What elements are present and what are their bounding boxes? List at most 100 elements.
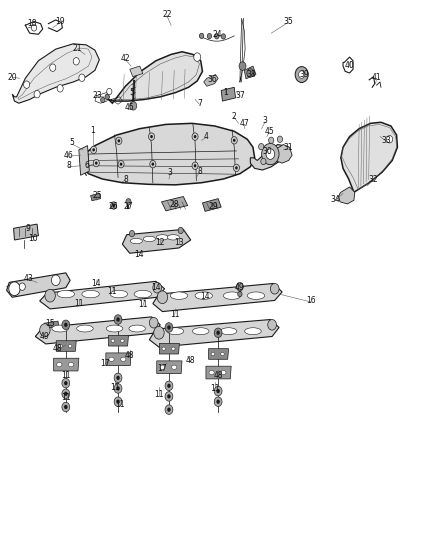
Ellipse shape: [120, 339, 124, 342]
Ellipse shape: [52, 325, 68, 332]
Text: 11: 11: [61, 393, 71, 402]
Text: 48: 48: [125, 351, 134, 360]
Polygon shape: [35, 317, 160, 344]
Text: 17: 17: [158, 364, 167, 373]
Polygon shape: [339, 187, 355, 204]
Circle shape: [167, 408, 171, 412]
Text: 8: 8: [67, 161, 71, 170]
Circle shape: [150, 160, 156, 168]
Circle shape: [214, 386, 222, 396]
Circle shape: [165, 381, 173, 391]
Circle shape: [118, 160, 124, 168]
Text: 38: 38: [246, 70, 256, 79]
Circle shape: [117, 139, 120, 142]
Circle shape: [238, 292, 242, 297]
Text: 49: 49: [235, 283, 245, 292]
Circle shape: [116, 386, 120, 391]
Polygon shape: [81, 123, 254, 185]
Circle shape: [79, 74, 85, 82]
Text: 3: 3: [168, 168, 173, 177]
Text: 47: 47: [240, 119, 249, 128]
Text: 2: 2: [232, 112, 237, 121]
Polygon shape: [130, 66, 143, 77]
Circle shape: [64, 322, 67, 327]
Circle shape: [149, 317, 158, 328]
Circle shape: [261, 143, 279, 165]
Circle shape: [167, 384, 171, 388]
Text: 5: 5: [130, 88, 134, 97]
Circle shape: [152, 163, 154, 166]
Ellipse shape: [195, 292, 212, 300]
Ellipse shape: [245, 328, 261, 335]
Circle shape: [64, 381, 67, 385]
Circle shape: [64, 392, 67, 396]
Text: 14: 14: [134, 251, 144, 260]
Circle shape: [299, 71, 305, 78]
Circle shape: [261, 158, 266, 165]
Ellipse shape: [192, 328, 209, 335]
Circle shape: [107, 88, 112, 95]
Text: 11: 11: [111, 383, 120, 392]
Circle shape: [268, 137, 274, 143]
Text: 3: 3: [263, 116, 268, 125]
Circle shape: [114, 384, 122, 393]
Ellipse shape: [247, 292, 265, 300]
Text: 26: 26: [109, 201, 119, 211]
Circle shape: [239, 62, 246, 70]
Circle shape: [233, 164, 240, 172]
Text: 11: 11: [61, 370, 71, 379]
Circle shape: [116, 137, 122, 144]
Text: 48: 48: [52, 344, 62, 353]
Text: 1: 1: [90, 126, 95, 135]
Text: 27: 27: [124, 201, 133, 211]
Text: 17: 17: [100, 359, 110, 367]
Polygon shape: [14, 224, 39, 240]
Ellipse shape: [211, 352, 215, 356]
Text: 36: 36: [208, 75, 217, 84]
Circle shape: [113, 204, 115, 207]
Circle shape: [93, 159, 99, 167]
Circle shape: [192, 133, 198, 140]
Circle shape: [235, 166, 238, 169]
Circle shape: [91, 146, 97, 154]
Circle shape: [95, 161, 98, 165]
Polygon shape: [162, 197, 187, 211]
Text: 14: 14: [200, 292, 210, 301]
Text: 41: 41: [372, 72, 381, 82]
Polygon shape: [122, 229, 191, 253]
Circle shape: [92, 148, 95, 151]
Text: 30: 30: [263, 147, 272, 156]
Text: 29: 29: [209, 202, 219, 211]
Text: 15: 15: [45, 319, 55, 328]
Text: 48: 48: [213, 370, 223, 379]
Text: 6: 6: [85, 161, 89, 170]
Circle shape: [116, 317, 120, 321]
Circle shape: [167, 394, 171, 399]
Ellipse shape: [77, 325, 93, 332]
Text: 42: 42: [120, 54, 130, 63]
Text: 4: 4: [204, 132, 208, 141]
Text: 39: 39: [299, 70, 309, 79]
Text: 48: 48: [186, 357, 195, 366]
Circle shape: [101, 98, 105, 103]
Text: 11: 11: [210, 384, 219, 393]
Text: 13: 13: [174, 238, 184, 247]
Ellipse shape: [156, 235, 169, 240]
Circle shape: [57, 85, 63, 92]
Polygon shape: [53, 358, 79, 371]
Circle shape: [62, 402, 70, 412]
Circle shape: [165, 392, 173, 401]
Text: 22: 22: [162, 10, 172, 19]
Circle shape: [24, 81, 30, 88]
Circle shape: [105, 94, 110, 100]
Circle shape: [165, 405, 173, 415]
Text: 43: 43: [24, 273, 33, 282]
Circle shape: [266, 149, 275, 159]
Circle shape: [73, 58, 79, 65]
Circle shape: [295, 67, 308, 83]
Ellipse shape: [209, 370, 214, 375]
Text: 37: 37: [235, 91, 245, 100]
Circle shape: [216, 389, 220, 393]
Circle shape: [216, 400, 220, 404]
Circle shape: [45, 289, 55, 302]
